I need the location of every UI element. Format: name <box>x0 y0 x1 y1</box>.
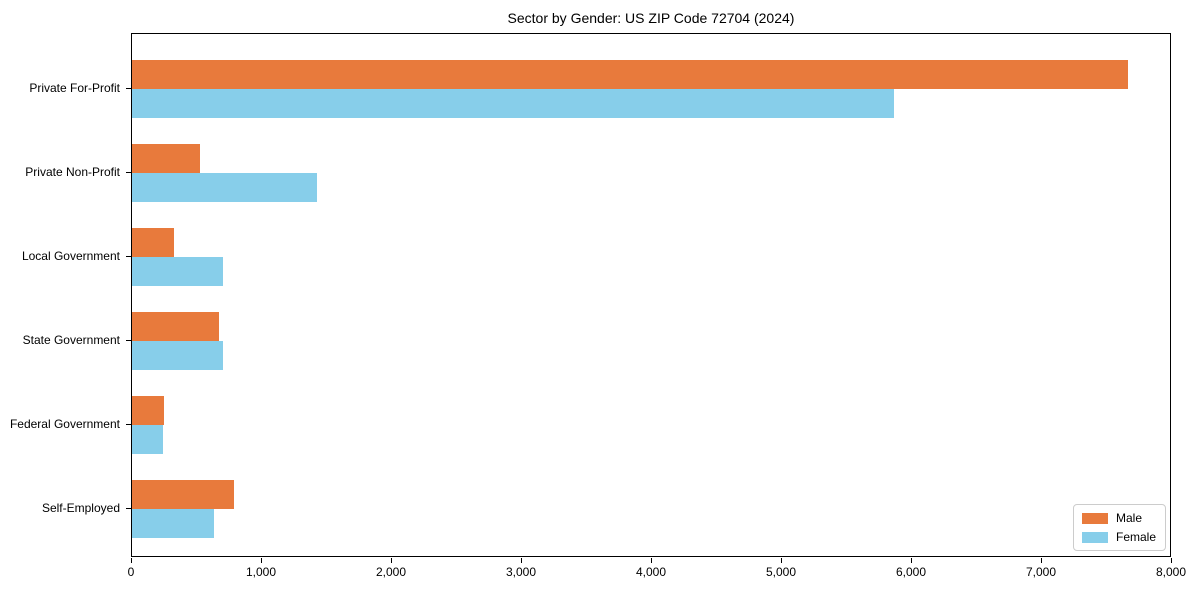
y-tick-mark <box>126 340 131 341</box>
legend: Male Female <box>1072 504 1166 551</box>
y-tick-mark <box>126 256 131 257</box>
x-tick-mark <box>1041 558 1042 563</box>
bar-female <box>132 89 894 118</box>
bar-group <box>132 228 1170 286</box>
y-tick-mark <box>126 508 131 509</box>
legend-entry: Female <box>1081 530 1156 544</box>
bar-male <box>132 60 1129 89</box>
x-tick-mark <box>261 558 262 563</box>
legend-label: Female <box>1115 530 1156 544</box>
bar-female <box>132 425 164 454</box>
bar-female <box>132 509 214 538</box>
bar-group <box>132 312 1170 370</box>
bar-group <box>132 396 1170 454</box>
bar-male <box>132 228 175 257</box>
y-tick-label: State Government <box>22 333 120 347</box>
x-tick-mark <box>131 558 132 563</box>
y-tick-label: Local Government <box>21 249 120 263</box>
bar-male <box>132 396 164 425</box>
x-tick-label: 1,000 <box>245 565 277 579</box>
bar-group <box>132 480 1170 538</box>
x-tick-mark <box>1171 558 1172 563</box>
x-tick-label: 7,000 <box>1025 565 1057 579</box>
x-tick-mark <box>651 558 652 563</box>
bar-group <box>132 144 1170 202</box>
bar-group <box>132 60 1170 118</box>
y-tick-mark <box>126 88 131 89</box>
legend-swatch-male <box>1081 512 1108 524</box>
y-tick-label: Private Non-Profit <box>25 165 120 179</box>
bar-female <box>132 341 223 370</box>
x-tick-label: 2,000 <box>375 565 407 579</box>
chart-title: Sector by Gender: US ZIP Code 72704 (202… <box>507 10 795 26</box>
plot-area: Male Female <box>131 33 1171 557</box>
x-tick-mark <box>911 558 912 563</box>
bar-male <box>132 480 234 509</box>
y-tick-label: Private For-Profit <box>29 81 120 95</box>
legend-entry: Male <box>1081 511 1156 525</box>
x-tick-label: 4,000 <box>635 565 667 579</box>
bar-female <box>132 257 224 286</box>
x-tick-mark <box>391 558 392 563</box>
bar-male <box>132 144 201 173</box>
bar-female <box>132 173 317 202</box>
y-tick-mark <box>126 424 131 425</box>
x-tick-mark <box>781 558 782 563</box>
x-tick-label: 6,000 <box>895 565 927 579</box>
x-tick-label: 3,000 <box>505 565 537 579</box>
y-tick-mark <box>126 172 131 173</box>
y-tick-label: Self-Employed <box>41 501 120 515</box>
y-tick-label: Federal Government <box>9 417 120 431</box>
x-tick-label: 0 <box>127 565 135 579</box>
x-tick-label: 5,000 <box>765 565 797 579</box>
bar-male <box>132 312 219 341</box>
legend-label: Male <box>1115 511 1142 525</box>
x-tick-mark <box>521 558 522 563</box>
legend-swatch-female <box>1081 531 1108 543</box>
x-tick-label: 8,000 <box>1155 565 1187 579</box>
